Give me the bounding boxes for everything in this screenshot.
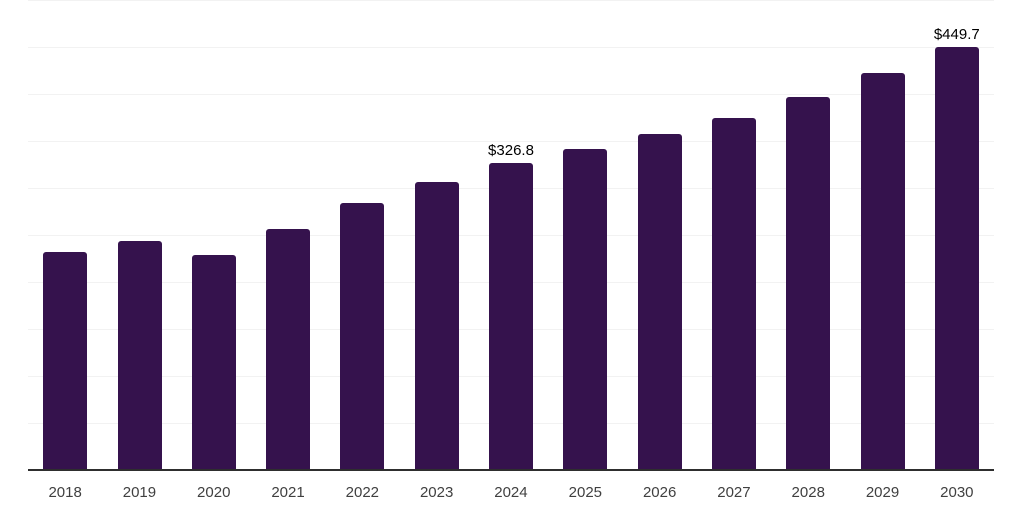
x-tick-label-2026: 2026 xyxy=(642,484,677,501)
x-axis-line xyxy=(28,469,994,471)
x-tick-label-2024: 2024 xyxy=(494,484,528,501)
bar-2027 xyxy=(711,117,756,470)
bar-2024 xyxy=(489,162,533,470)
x-tick-label-2018: 2018 xyxy=(48,484,82,501)
data-label-2030: $449.7 xyxy=(933,26,980,44)
x-tick-label-2027: 2027 xyxy=(717,484,751,501)
bar-2029 xyxy=(860,73,905,470)
data-label-2024: $326.8 xyxy=(488,141,534,159)
x-tick-label-2030: 2030 xyxy=(940,484,974,501)
x-tick-label-2023: 2023 xyxy=(419,484,454,501)
x-tick-label-2019: 2019 xyxy=(122,484,157,501)
bar-2020 xyxy=(191,254,236,470)
gridline xyxy=(28,0,994,1)
x-tick-label-2025: 2025 xyxy=(568,484,603,501)
bar-2023 xyxy=(414,181,459,470)
gridline xyxy=(28,47,994,48)
gridline xyxy=(28,94,994,95)
bar-2026 xyxy=(637,134,682,470)
x-tick-label-2021: 2021 xyxy=(271,484,305,501)
bar-2025 xyxy=(563,149,608,470)
x-tick-label-2028: 2028 xyxy=(791,484,825,501)
x-tick-label-2029: 2029 xyxy=(865,484,900,501)
bar-2018 xyxy=(43,252,88,470)
bar-2028 xyxy=(786,96,831,470)
bar-2019 xyxy=(117,241,162,470)
bar-2022 xyxy=(340,202,385,470)
x-tick-label-2020: 2020 xyxy=(197,484,231,501)
x-tick-label-2022: 2022 xyxy=(345,484,380,501)
bar-2021 xyxy=(266,228,311,470)
bar-2030 xyxy=(934,47,979,470)
